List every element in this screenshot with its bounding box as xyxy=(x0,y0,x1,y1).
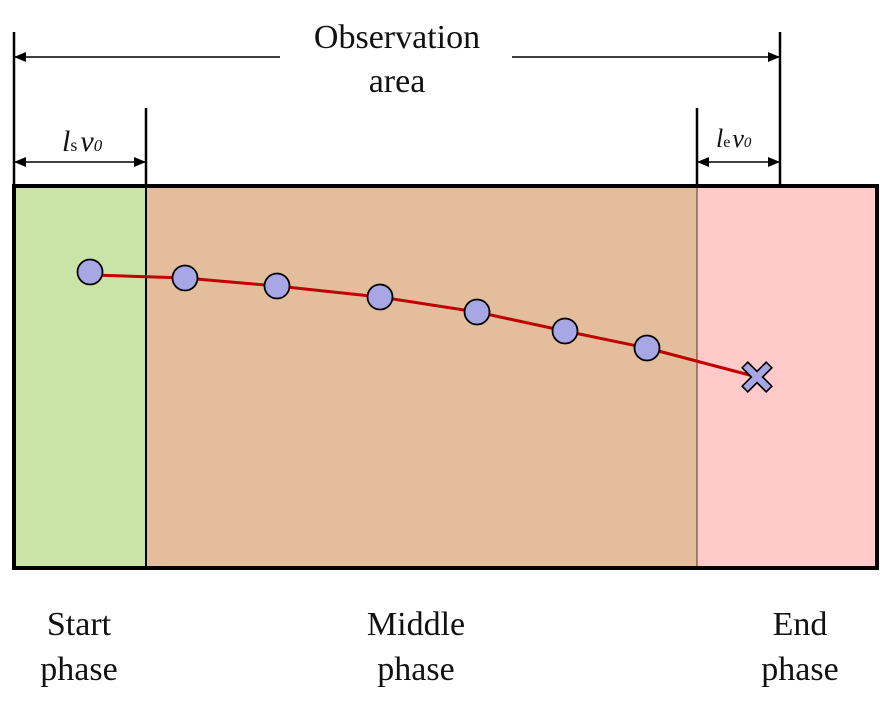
end-phase-label-line2: phase xyxy=(761,651,838,688)
frame xyxy=(12,184,879,570)
observation-label-line1: Observation xyxy=(314,19,480,56)
observation-point xyxy=(551,317,579,345)
observation-point xyxy=(263,272,291,300)
end-dimension-label: lev0 xyxy=(716,124,752,153)
start-phase-region xyxy=(14,186,146,568)
observation-point xyxy=(76,258,104,286)
middle-phase-label-line2: phase xyxy=(377,651,454,688)
middle-phase-label-line1: Middle xyxy=(367,606,465,643)
start-phase-label-line1: Start xyxy=(47,606,112,643)
end-phase-label-line1: End xyxy=(773,606,828,643)
x-marker-icon xyxy=(741,361,773,393)
observation-point xyxy=(633,334,661,362)
observation-label-line2: area xyxy=(369,63,426,100)
middle-phase-region xyxy=(146,186,697,568)
observation-point xyxy=(463,298,491,326)
observation-point xyxy=(171,264,199,292)
observation-point xyxy=(366,283,394,311)
start-phase-label-line2: phase xyxy=(40,651,117,688)
start-dimension-label: ls v0 xyxy=(62,125,103,158)
end-phase-region xyxy=(697,186,877,568)
trajectory-line xyxy=(91,273,758,379)
